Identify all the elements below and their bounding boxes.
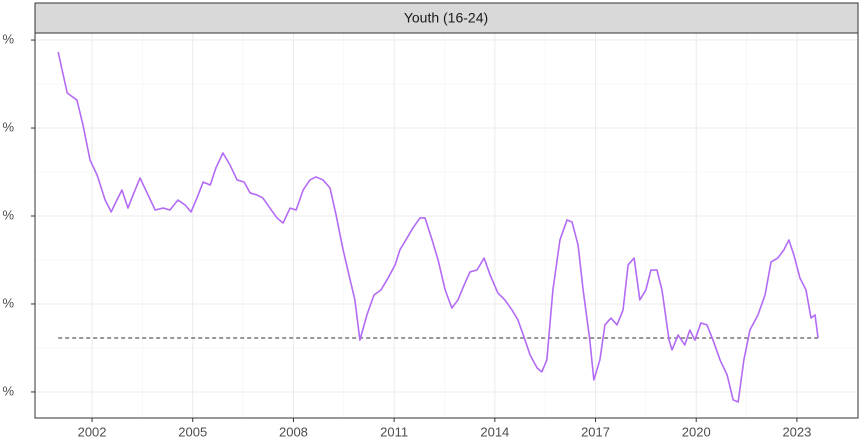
x-tick-label: 2002 <box>78 424 107 439</box>
facet-strip <box>34 2 859 34</box>
x-tick-label: 2020 <box>682 424 711 439</box>
x-tick-label: 2014 <box>480 424 509 439</box>
y-tick-label: % <box>2 383 14 398</box>
y-tick-label: % <box>2 119 14 134</box>
data-line <box>57 51 819 403</box>
x-tick-label: 2017 <box>581 424 610 439</box>
grid <box>35 33 858 418</box>
y-tick-label: % <box>2 31 14 46</box>
y-tick-label: % <box>2 295 14 310</box>
y-tick-label: % <box>2 207 14 222</box>
x-tick-label: 2005 <box>178 424 207 439</box>
x-tick-label: 2023 <box>782 424 811 439</box>
marks <box>57 51 819 403</box>
panel-border <box>34 32 859 419</box>
x-tick-label: 2008 <box>279 424 308 439</box>
chart-title: Youth (16-24) <box>404 10 488 26</box>
x-tick-label: 2011 <box>380 424 408 439</box>
